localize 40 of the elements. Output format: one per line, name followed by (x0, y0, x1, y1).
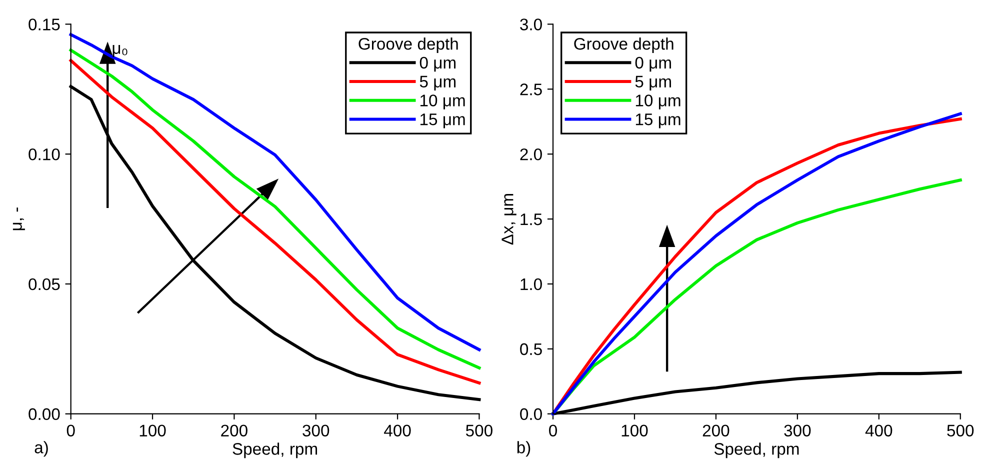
y-axis-title: μ, - (12, 208, 25, 230)
x-tick-label: 100 (622, 424, 648, 437)
legend-label: 5 μm (635, 76, 671, 91)
legend-label: 15 μm (420, 114, 465, 128)
y-tick-label: 0.00 (28, 408, 60, 420)
x-tick-label: 200 (221, 424, 248, 437)
x-tick-label: 500 (947, 424, 974, 437)
y-tick-label: 3.0 (520, 18, 542, 30)
x-tick-label: 200 (702, 424, 730, 437)
x-axis-title: Speed, rpm (232, 442, 318, 458)
x-tick-label: 300 (302, 424, 330, 437)
y-tick-label: 0.10 (28, 148, 60, 160)
legend-label: 0 μm (635, 56, 671, 72)
y-tick-label: 0.15 (28, 18, 60, 30)
text: b) (517, 441, 530, 457)
y-tick-label: 1.0 (520, 278, 542, 290)
legend-title: Groove depth (358, 38, 458, 54)
x-tick-label: 0 (549, 424, 557, 437)
y-tick-label: 0.5 (520, 343, 542, 356)
x-tick-label: 0 (66, 424, 75, 437)
annotation: μ₀ (112, 44, 128, 57)
x-tick-label: 100 (140, 424, 166, 437)
y-tick-label: 2.5 (520, 84, 542, 96)
legend-title: Groove depth (574, 38, 674, 54)
x-tick-label: 300 (784, 424, 811, 437)
y-tick-label: 2.0 (520, 148, 542, 160)
x-axis-title: Speed, rpm (714, 442, 799, 458)
y-tick-label: 0.05 (28, 278, 60, 290)
x-tick-label: 400 (865, 424, 892, 437)
legend-label: 0 μm (420, 56, 456, 72)
y-tick-label: 0.0 (520, 408, 542, 420)
legend-label: 5 μm (420, 76, 456, 91)
legend-label: 15 μm (636, 114, 680, 128)
y-tick-label: 1.5 (520, 214, 542, 226)
legend-label: 10 μm (420, 94, 465, 110)
text: a) (34, 441, 48, 457)
x-tick-label: 400 (384, 424, 411, 437)
x-tick-label: 500 (466, 424, 492, 437)
legend-label: 10 μm (636, 94, 680, 110)
y-axis-title: Δx, μm (502, 194, 516, 245)
